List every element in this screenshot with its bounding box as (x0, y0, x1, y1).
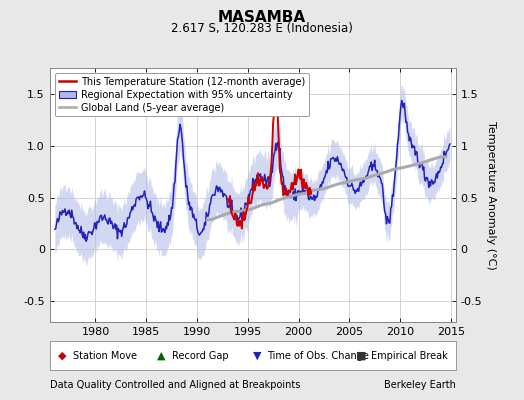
Y-axis label: Temperature Anomaly (°C): Temperature Anomaly (°C) (486, 121, 496, 269)
Text: Data Quality Controlled and Aligned at Breakpoints: Data Quality Controlled and Aligned at B… (50, 380, 300, 390)
Text: Time of Obs. Change: Time of Obs. Change (267, 350, 369, 361)
Text: Record Gap: Record Gap (172, 350, 228, 361)
Text: ▼: ▼ (253, 350, 261, 361)
Text: 2.617 S, 120.283 E (Indonesia): 2.617 S, 120.283 E (Indonesia) (171, 22, 353, 35)
Text: ◆: ◆ (58, 350, 67, 361)
Text: ▲: ▲ (157, 350, 166, 361)
Text: MASAMBA: MASAMBA (218, 10, 306, 25)
Text: Station Move: Station Move (72, 350, 137, 361)
Text: ■: ■ (356, 350, 367, 361)
Text: Berkeley Earth: Berkeley Earth (384, 380, 456, 390)
Text: Empirical Break: Empirical Break (371, 350, 447, 361)
Legend: This Temperature Station (12-month average), Regional Expectation with 95% uncer: This Temperature Station (12-month avera… (54, 73, 309, 116)
